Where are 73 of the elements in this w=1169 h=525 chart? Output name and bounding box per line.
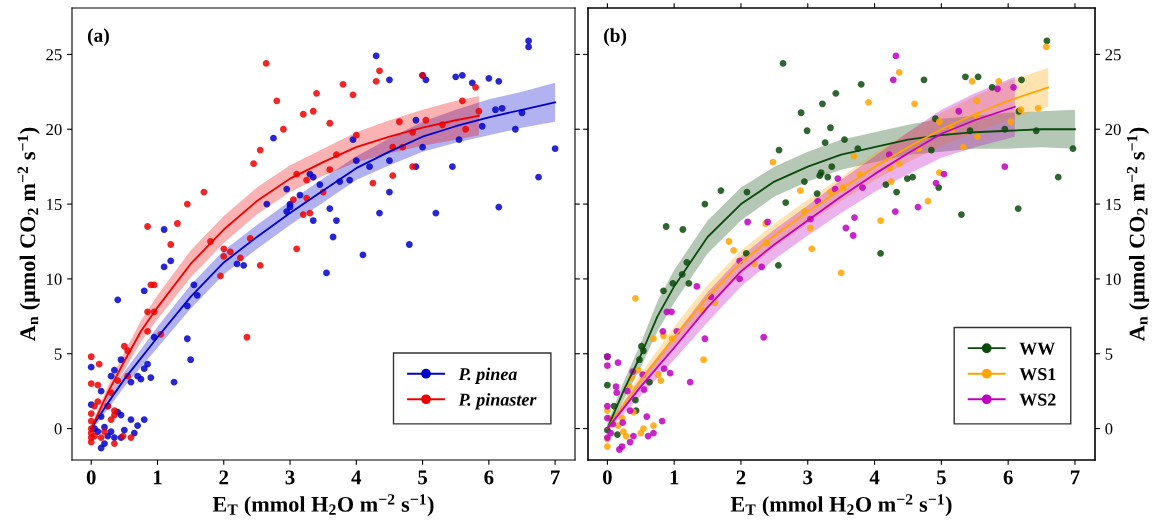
point (955, 107, 963, 115)
x-tick-label: 1 (670, 470, 679, 485)
text: (b) (604, 28, 627, 46)
point (660, 365, 668, 373)
text: E$_{T}$ (mmol H$_{2}$O m$^{−2}$ s$^{−1}$) (212, 494, 434, 517)
point (744, 218, 752, 226)
x-tick-label: 5 (418, 470, 428, 485)
x-tick-label: 2 (736, 470, 746, 485)
x-tick-label: 0 (602, 470, 612, 485)
point (614, 359, 622, 367)
legend-label: P. pinea (458, 367, 517, 384)
point (1001, 163, 1009, 171)
x-tick-label: 4 (351, 470, 362, 485)
y2-tick-label: 5 (1105, 348, 1113, 360)
point (859, 184, 866, 191)
y2-tick-label: 15 (1106, 198, 1121, 211)
point (849, 232, 857, 239)
point (658, 417, 666, 425)
point (643, 413, 651, 420)
point (1010, 83, 1017, 91)
point (693, 282, 701, 290)
y-tick-label: 25 (46, 49, 62, 61)
text: A$_{n}$ (μmol CO$_{2}$ m$^{−2}$ s$^{−1}$) (1126, 127, 1150, 341)
point (666, 369, 674, 377)
x-tick-label: 0 (86, 470, 96, 485)
point (994, 85, 1001, 93)
x-tick-label: 2 (219, 470, 229, 485)
point (613, 389, 621, 397)
y2-tick-label: 20 (1105, 123, 1121, 136)
x-tick-label: 3 (285, 470, 295, 485)
y2-tick-label: 0 (1105, 423, 1113, 435)
x-tick-label: 7 (551, 470, 560, 485)
point (686, 378, 694, 386)
legend-label: WS2 (1019, 393, 1056, 406)
point (650, 429, 657, 437)
y2-tick-label: 10 (1106, 273, 1121, 285)
point (736, 275, 744, 283)
point (701, 335, 709, 343)
y2-tick-label: 25 (1105, 49, 1121, 61)
text: (a) (87, 28, 109, 46)
text: A$_{n}$ (μmol CO$_{2}$ m$^{−2}$ s$^{−1}$) (17, 127, 40, 341)
point (603, 362, 611, 370)
point (834, 175, 842, 183)
y-tick-label: 5 (54, 348, 62, 360)
point (640, 386, 648, 394)
point (891, 208, 899, 215)
y-tick-label: 15 (47, 198, 62, 211)
point (603, 402, 611, 410)
x-tick-label: 5 (936, 470, 946, 485)
text: E$_{T}$ (mmol H$_{2}$O m$^{−2}$ s$^{−1}$) (730, 494, 952, 517)
point (668, 308, 675, 316)
point (630, 432, 637, 440)
legend-label: WS1 (1019, 368, 1056, 381)
x-tick-label: 7 (1070, 470, 1080, 485)
point (626, 407, 634, 415)
x-tick-label: 6 (1003, 470, 1013, 485)
point (624, 387, 631, 395)
point (612, 383, 620, 391)
y-tick-label: 10 (47, 273, 62, 285)
point (758, 263, 766, 271)
y-tick-label: 20 (46, 123, 62, 136)
point (889, 76, 897, 84)
point (659, 327, 667, 335)
point (760, 333, 768, 341)
legend-label: P. pinaster (458, 393, 537, 410)
legend-label: WW (1019, 342, 1056, 355)
x-tick-label: 6 (484, 470, 494, 485)
x-tick-label: 4 (869, 470, 880, 485)
x-tick-label: 3 (803, 470, 813, 485)
point (619, 419, 627, 426)
x-tick-label: 1 (153, 470, 162, 485)
point (851, 214, 858, 221)
y-tick-label: 0 (54, 423, 62, 435)
